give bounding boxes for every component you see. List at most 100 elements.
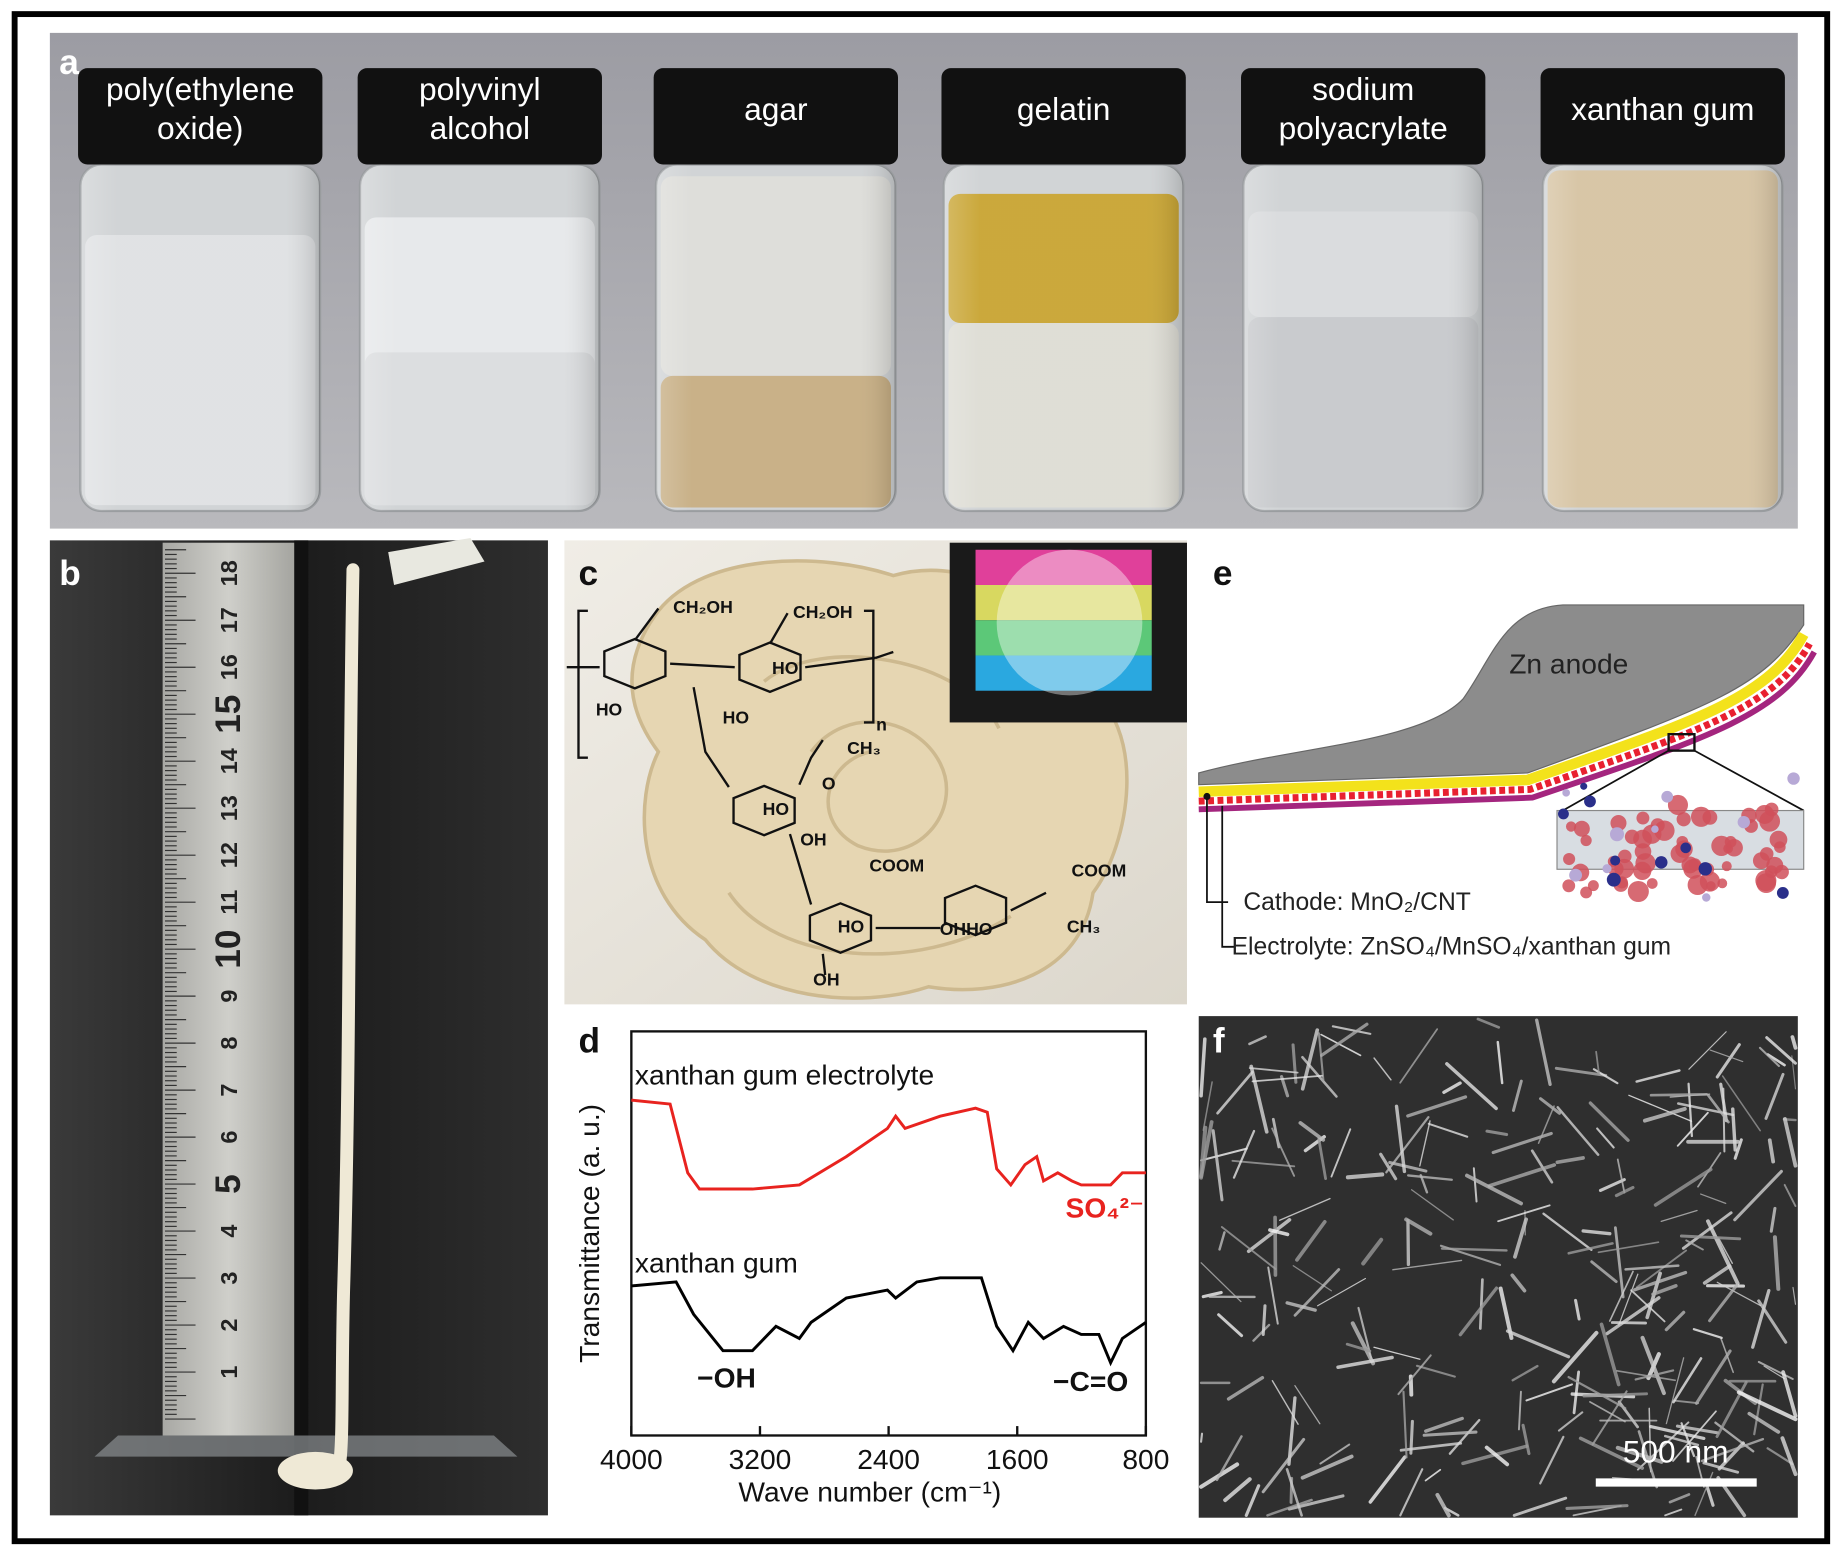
fiber bbox=[1513, 1217, 1528, 1259]
zn-anode bbox=[1198, 604, 1805, 786]
brackets bbox=[577, 609, 875, 759]
fiber bbox=[1487, 1163, 1557, 1188]
mno2-particle bbox=[1614, 858, 1635, 879]
fiber bbox=[1379, 1152, 1398, 1181]
fiber bbox=[1556, 1106, 1600, 1156]
mno2-particle bbox=[1633, 829, 1652, 849]
fiber bbox=[1664, 1310, 1686, 1332]
panel-d: d Wave number (cm⁻¹) Transmittance (a. u… bbox=[573, 1021, 1170, 1507]
vial-label: xanthan gum bbox=[1571, 91, 1754, 127]
fiber bbox=[1388, 1160, 1428, 1173]
fiber bbox=[1424, 1468, 1442, 1482]
rose-petal bbox=[809, 720, 949, 853]
structure-label: n bbox=[876, 715, 887, 735]
fiber bbox=[1285, 1468, 1303, 1517]
fiber bbox=[1565, 1504, 1629, 1510]
vial-shine bbox=[1243, 164, 1484, 511]
fiber bbox=[1361, 1237, 1384, 1266]
series-label: xanthan gum electrolyte bbox=[635, 1059, 934, 1091]
fiber bbox=[1232, 1129, 1256, 1179]
fiber bbox=[1715, 1043, 1741, 1079]
fiber bbox=[1268, 1228, 1290, 1237]
y-axis-label: Transmittance (a. u.) bbox=[573, 1104, 605, 1363]
mno2-particle bbox=[1690, 806, 1712, 827]
fiber bbox=[1707, 1094, 1730, 1124]
vial-label: sodium bbox=[1312, 71, 1414, 107]
fiber bbox=[1409, 1419, 1414, 1455]
fiber bbox=[1672, 1357, 1703, 1404]
mno2-particle bbox=[1755, 870, 1777, 892]
vial-shine bbox=[80, 164, 321, 511]
mno2-particle bbox=[1565, 821, 1577, 832]
panel-label: d bbox=[578, 1021, 600, 1060]
leader-line bbox=[1221, 805, 1234, 948]
fiber bbox=[1772, 1235, 1781, 1291]
fiber bbox=[1780, 1436, 1798, 1477]
fiber bbox=[1688, 1031, 1727, 1070]
fiber bbox=[1636, 1421, 1690, 1471]
fiber bbox=[1484, 1445, 1510, 1467]
fiber bbox=[1535, 1018, 1552, 1087]
fiber bbox=[1582, 1392, 1648, 1398]
fiber bbox=[1200, 1262, 1242, 1303]
current-collector bbox=[1198, 650, 1817, 813]
fiber bbox=[1633, 1270, 1688, 1292]
leader-dot bbox=[1203, 792, 1211, 800]
fiber bbox=[1298, 1121, 1326, 1142]
fiber bbox=[1614, 1185, 1635, 1198]
fiber bbox=[1642, 1106, 1687, 1123]
fiber bbox=[1608, 1270, 1634, 1322]
vial-label: agar bbox=[744, 91, 808, 127]
ruler-number: 8 bbox=[216, 1037, 242, 1050]
fiber bbox=[1676, 1111, 1709, 1147]
mno2-particle bbox=[1563, 852, 1576, 866]
fiber bbox=[1465, 1173, 1523, 1206]
fiber bbox=[1649, 1424, 1706, 1441]
fiber bbox=[1790, 1035, 1798, 1050]
fiber bbox=[1319, 1443, 1351, 1465]
sugar-ring bbox=[603, 637, 667, 690]
fiber bbox=[1215, 1435, 1243, 1482]
cathode-layer bbox=[1198, 642, 1813, 805]
fiber bbox=[1399, 1028, 1439, 1084]
fiber bbox=[1223, 1477, 1252, 1503]
fiber bbox=[1200, 1432, 1204, 1443]
fiber bbox=[1201, 1290, 1223, 1299]
fiber bbox=[1392, 1259, 1463, 1271]
electrolyte-film bbox=[996, 549, 1143, 696]
ruler-number: 10 bbox=[209, 930, 248, 969]
fiber bbox=[1539, 1435, 1565, 1485]
fiber bbox=[1736, 1390, 1798, 1422]
fiber bbox=[1616, 1158, 1626, 1194]
structure-label: HO bbox=[723, 708, 749, 728]
fiber bbox=[1397, 1354, 1432, 1396]
ruler-number: 6 bbox=[216, 1131, 242, 1144]
ion bbox=[1698, 862, 1712, 876]
ruler-number: 9 bbox=[216, 990, 242, 1003]
ruler-number: 2 bbox=[216, 1319, 242, 1332]
fiber bbox=[1557, 1411, 1584, 1432]
sem-fibers bbox=[1199, 1017, 1798, 1518]
fiber bbox=[1419, 1173, 1429, 1194]
peak-annotation: −OH bbox=[697, 1362, 756, 1394]
ruler-number: 14 bbox=[216, 748, 242, 774]
x-tick-label: 1600 bbox=[986, 1443, 1049, 1475]
fiber bbox=[1599, 1322, 1621, 1387]
fiber bbox=[1555, 1156, 1585, 1165]
vial-shine bbox=[656, 164, 896, 511]
panel-e: Zn anode Cathode: MnO₂/CNT Electrolyte: … bbox=[1198, 554, 1817, 960]
fiber bbox=[1781, 1370, 1798, 1418]
fiber bbox=[1653, 1167, 1713, 1207]
panel-label: c bbox=[578, 554, 598, 593]
vial-label: gelatin bbox=[1017, 91, 1110, 127]
fiber bbox=[1217, 1313, 1244, 1338]
structure-label: HO bbox=[772, 658, 798, 678]
fiber bbox=[1246, 1218, 1292, 1254]
mno2-particle bbox=[1580, 886, 1593, 899]
plot: 4000 3200 2400 1600 800 xanthan gum electroly… bbox=[600, 1059, 1169, 1475]
structure-label: OHHO bbox=[940, 919, 993, 939]
fiber bbox=[1764, 1072, 1785, 1120]
vial-cap bbox=[78, 68, 323, 165]
